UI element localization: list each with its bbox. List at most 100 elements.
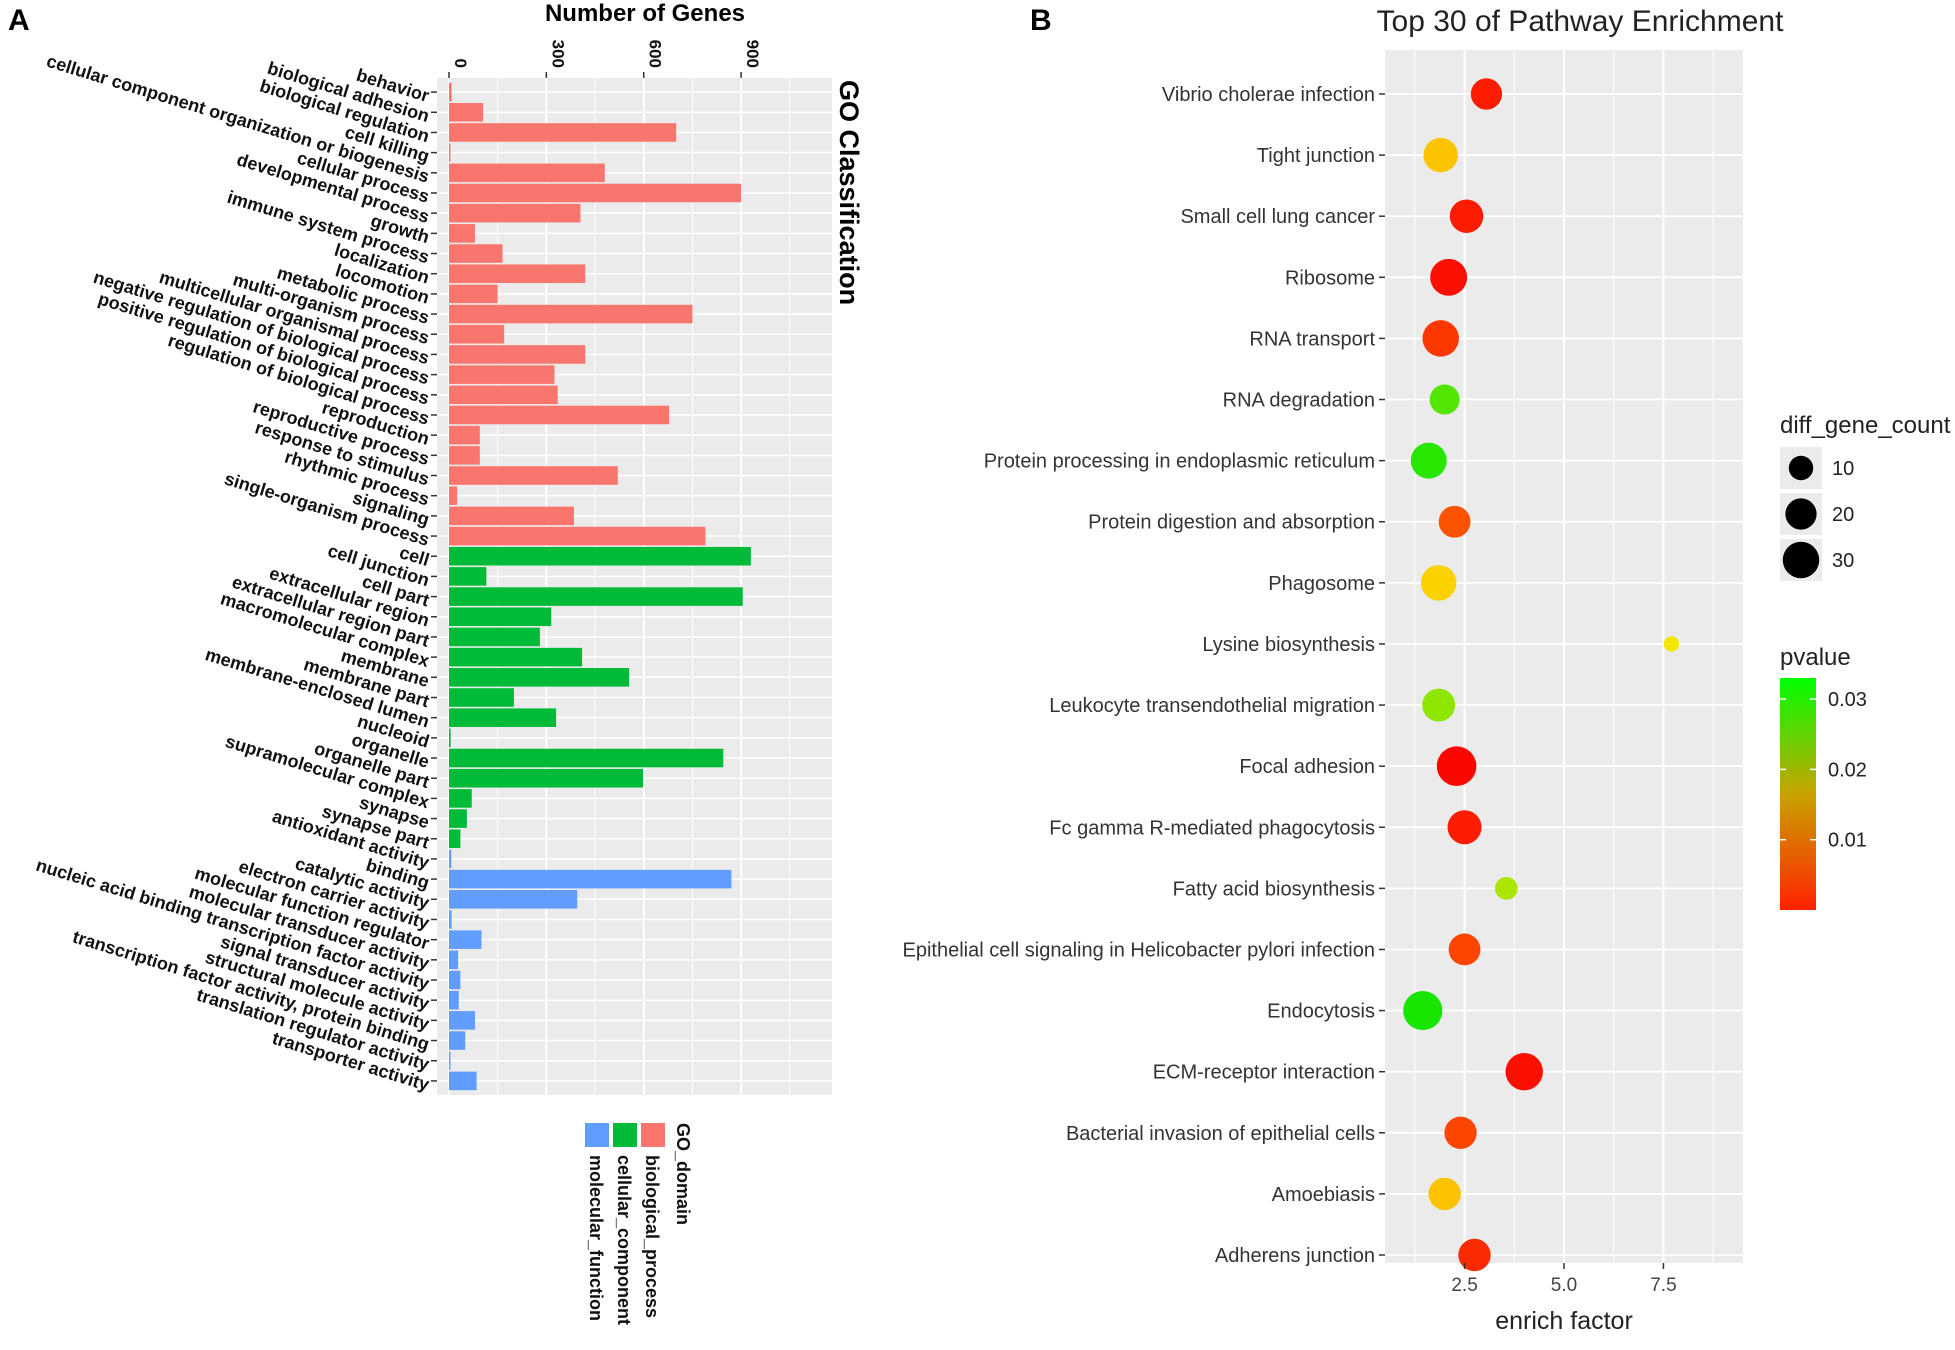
pathway-label: Epithelial cell signaling in Helicobacte… [903, 939, 1375, 961]
pathway-label: RNA degradation [1223, 390, 1375, 412]
pathway-label: Adherens junction [1215, 1245, 1375, 1267]
pathway-points-group [1403, 78, 1680, 1272]
pathway-x-tick-label: 7.5 [1650, 1275, 1676, 1296]
pathway-point [1422, 688, 1456, 722]
pathway-point [1423, 137, 1458, 173]
go-bar [449, 123, 677, 142]
go-legend-swatch [641, 1123, 665, 1147]
pathway-point [1422, 320, 1459, 357]
color-legend-label: 0.01 [1828, 830, 1867, 852]
go-bar [449, 1011, 475, 1030]
go-x-tick-label: 0 [451, 59, 470, 68]
pathway-point [1470, 78, 1503, 110]
pathway-label: Leukocyte transendothelial migration [1049, 695, 1375, 717]
size-legend-dot [1782, 541, 1820, 579]
go-plot-panel [437, 78, 832, 1095]
go-bar [449, 708, 557, 727]
pathway-label: Ribosome [1285, 267, 1375, 289]
go-bar [449, 627, 540, 647]
go-legend-swatch [613, 1123, 637, 1147]
go-bar [449, 748, 724, 768]
go-bar [449, 546, 751, 566]
go-legend-label: biological_process [642, 1155, 662, 1318]
go-domain-legend: molecular_function cellular_component biol… [585, 1123, 693, 1325]
go-bar [449, 849, 452, 869]
size-legend-title: diff_gene_count [1780, 412, 1951, 439]
go-bar [449, 224, 475, 243]
size-legend-dot [1788, 455, 1814, 481]
size-legend: diff_gene_count 10 20 30 [1780, 412, 1951, 581]
go-legend-swatch [585, 1123, 609, 1147]
go-bar [449, 143, 451, 162]
go-bar [449, 728, 451, 748]
go-chart-title: GO Classification [834, 80, 864, 305]
pathway-x-tick-label: 2.5 [1451, 1275, 1477, 1296]
go-bar [449, 809, 467, 828]
go-bar [449, 345, 586, 364]
go-bar [449, 102, 484, 122]
go-legend-label: molecular_function [586, 1155, 606, 1321]
go-bar [449, 1071, 477, 1091]
size-legend-label: 20 [1832, 504, 1854, 526]
pathway-x-tick-label: 5.0 [1551, 1275, 1577, 1296]
go-bar [449, 1051, 451, 1071]
go-legend-label: cellular_component [614, 1155, 634, 1325]
go-bar [449, 486, 458, 505]
go-bar [449, 567, 487, 586]
go-bar [449, 607, 552, 627]
go-x-tick-label: 600 [646, 40, 665, 68]
go-bar [449, 466, 618, 485]
pathway-point [1663, 636, 1680, 652]
pathway-point [1420, 565, 1457, 601]
size-legend-dot [1785, 498, 1817, 530]
go-bar [449, 587, 743, 606]
color-legend-label: 0.03 [1828, 689, 1867, 711]
pathway-point [1505, 1052, 1543, 1091]
pathway-label: Fatty acid biosynthesis [1173, 878, 1375, 900]
go-bar [449, 324, 505, 344]
pathway-label: Bacterial invasion of epithelial cells [1066, 1123, 1375, 1145]
color-legend-label: 0.02 [1828, 759, 1867, 781]
pathway-enrichment-chart: B Top 30 of Pathway Enrichment Vibrio ch… [903, 4, 1951, 1335]
go-bar [449, 789, 472, 808]
pathway-label: Amoebiasis [1272, 1184, 1375, 1206]
pathway-label: Vibrio cholerae infection [1162, 84, 1375, 106]
go-bar [449, 163, 605, 183]
pathway-label: Protein processing in endoplasmic reticu… [984, 451, 1375, 473]
go-bar [449, 970, 461, 990]
go-classification-chart: A Number of Genes 0 300 600 900 behaviorbio… [8, 0, 864, 1325]
panel-b-label: B [1030, 4, 1052, 37]
go-bar [449, 82, 452, 102]
pathway-point [1448, 933, 1481, 966]
pathway-point [1403, 990, 1443, 1031]
go-bar [449, 950, 459, 970]
go-bar [449, 990, 459, 1010]
pathway-point [1458, 1238, 1491, 1272]
pvalue-color-legend: pvalue 0.03 0.02 0.01 [1780, 644, 1867, 910]
go-bar [449, 910, 452, 929]
go-bar [449, 829, 461, 849]
go-bar [449, 405, 670, 425]
pathway-label: Fc gamma R-mediated phagocytosis [1049, 817, 1375, 839]
go-bar [449, 1031, 466, 1050]
go-x-tick-label: 300 [548, 40, 567, 68]
go-bar [449, 869, 732, 889]
pathway-point [1410, 442, 1447, 479]
pathway-x-axis-title: enrich factor [1495, 1307, 1633, 1335]
go-bar [449, 526, 706, 546]
go-x-tick-label: 900 [743, 40, 762, 68]
go-legend-title: GO_domain [673, 1123, 693, 1225]
pathway-label: RNA transport [1249, 328, 1375, 350]
pathway-label: Protein digestion and absorption [1088, 512, 1375, 534]
pathway-point [1430, 258, 1468, 296]
pathway-label: Tight junction [1257, 145, 1375, 167]
go-bar [449, 183, 742, 203]
pathway-label: Phagosome [1268, 573, 1375, 595]
go-x-axis-title: Number of Genes [545, 0, 745, 27]
pathway-labels: Vibrio cholerae infection Tight junction S… [903, 84, 1385, 1267]
go-bar [449, 425, 480, 445]
go-x-ticks: 0 300 600 900 [448, 40, 762, 78]
go-bar [449, 365, 555, 384]
size-legend-label: 30 [1832, 550, 1854, 572]
